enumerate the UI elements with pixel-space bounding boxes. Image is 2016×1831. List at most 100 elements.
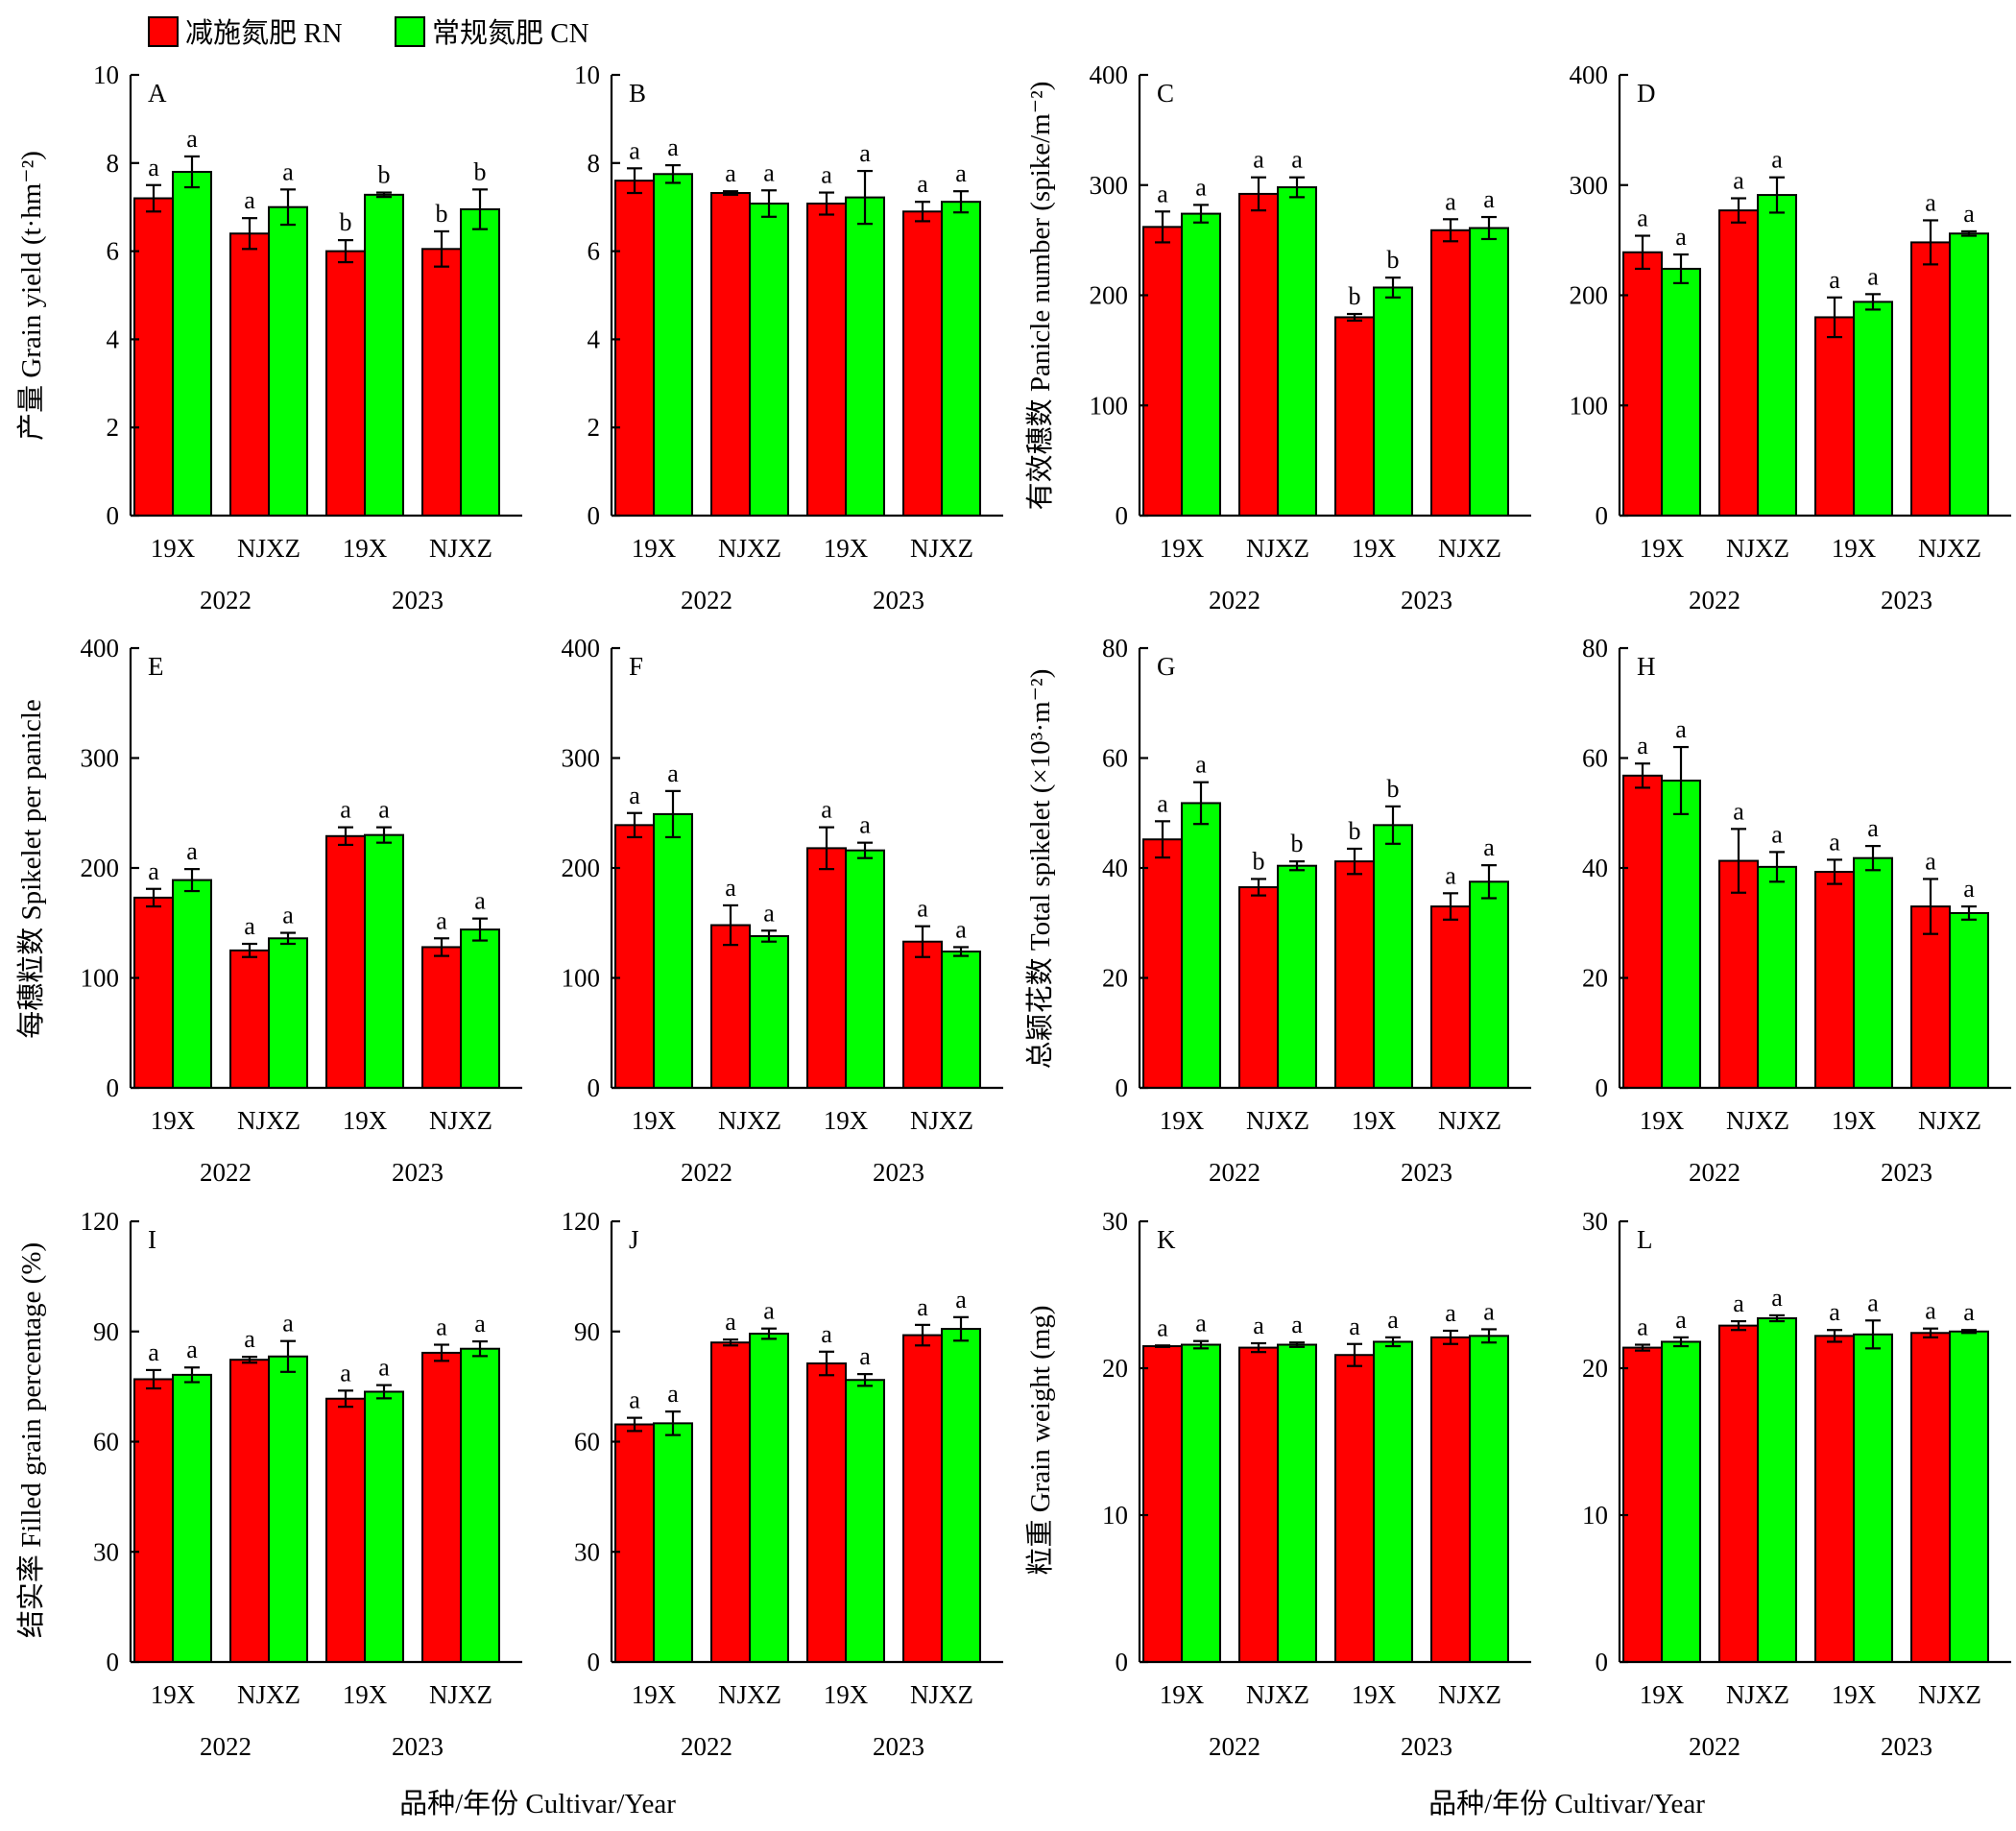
significance-letter-k-0-1: a: [1253, 1312, 1264, 1339]
y-tick-label-b-1: 2: [588, 413, 601, 442]
y-tick-label-c-3: 300: [1090, 171, 1129, 200]
x-tick-label-g-3: NJXZ: [1438, 1106, 1501, 1135]
bar-c-cn-0: [1181, 212, 1221, 518]
panel-letter-g: G: [1157, 652, 1176, 681]
x-tick-label-c-0: 19X: [1160, 534, 1205, 563]
year-label-e-1: 2023: [392, 1158, 444, 1187]
x-tick-label-e-2: 19X: [343, 1106, 388, 1135]
significance-letter-c-1-0: a: [1195, 173, 1207, 201]
significance-letter-f-1-1: a: [763, 899, 775, 927]
significance-letter-j-0-2: a: [821, 1320, 832, 1348]
significance-letter-k-1-1: a: [1291, 1311, 1303, 1338]
bar-e-cn-1: [268, 937, 308, 1090]
significance-letter-d-1-0: a: [1675, 223, 1687, 251]
y-tick-label-h-0: 0: [1596, 1073, 1609, 1102]
y-tick-label-j-4: 120: [562, 1207, 601, 1236]
year-label-k-1: 2023: [1401, 1732, 1452, 1761]
significance-letter-f-0-0: a: [629, 782, 640, 809]
year-label-c-1: 2023: [1401, 586, 1452, 614]
significance-letter-c-0-3: a: [1445, 187, 1456, 215]
y-tick-label-k-1: 10: [1102, 1501, 1128, 1530]
significance-letter-f-1-0: a: [667, 759, 679, 787]
y-tick-label-f-1: 100: [562, 964, 601, 993]
x-tick-label-i-0: 19X: [151, 1680, 196, 1709]
y-tick-label-b-5: 10: [574, 60, 600, 89]
significance-letter-d-0-2: a: [1829, 266, 1840, 294]
y-tick-label-e-0: 0: [107, 1073, 120, 1102]
significance-letter-g-1-1: b: [1291, 830, 1304, 857]
y-axis-title-spikelet-per-panicle: 每穗粒数 Spikelet per panicle: [15, 699, 47, 1039]
significance-letter-b-0-1: a: [725, 159, 736, 187]
y-tick-label-f-0: 0: [588, 1073, 601, 1102]
significance-letter-b-1-3: a: [955, 159, 967, 187]
year-label-j-0: 2022: [681, 1732, 732, 1761]
panel-letter-j: J: [629, 1225, 639, 1254]
year-label-d-1: 2023: [1881, 586, 1932, 614]
x-tick-label-h-2: 19X: [1832, 1106, 1877, 1135]
bar-b-cn-2: [845, 196, 885, 518]
legend: 减施氮肥 RN 常规氮肥 CN: [148, 16, 589, 49]
x-tick-label-j-2: 19X: [824, 1680, 869, 1709]
y-tick-label-a-5: 10: [93, 60, 119, 89]
year-label-l-0: 2022: [1689, 1732, 1740, 1761]
significance-letter-b-1-2: a: [859, 139, 871, 167]
bar-k-rn-0: [1142, 1345, 1183, 1664]
panel-letter-i: I: [148, 1225, 156, 1254]
year-label-c-0: 2022: [1209, 586, 1260, 614]
bar-g-cn-3: [1469, 880, 1509, 1089]
year-label-h-1: 2023: [1881, 1158, 1932, 1187]
bar-b-rn-3: [902, 210, 943, 517]
significance-letter-k-1-0: a: [1195, 1310, 1207, 1337]
bar-e-rn-3: [421, 946, 462, 1089]
significance-letter-g-0-2: b: [1349, 817, 1361, 845]
x-tick-label-a-0: 19X: [151, 534, 196, 563]
y-tick-label-j-0: 0: [588, 1648, 601, 1676]
significance-letter-b-0-2: a: [821, 161, 832, 189]
bar-f-cn-2: [845, 849, 885, 1089]
x-tick-label-j-3: NJXZ: [910, 1680, 973, 1709]
significance-letter-k-1-3: a: [1483, 1297, 1495, 1325]
significance-letter-a-1-1: a: [282, 157, 294, 185]
significance-letter-c-1-3: a: [1483, 185, 1495, 213]
bar-g-rn-0: [1142, 838, 1183, 1089]
y-tick-label-l-1: 10: [1582, 1501, 1608, 1530]
bar-g-rn-1: [1238, 886, 1279, 1089]
bar-i-cn-0: [172, 1373, 212, 1663]
bar-l-rn-1: [1718, 1324, 1759, 1663]
year-label-g-1: 2023: [1401, 1158, 1452, 1187]
y-tick-label-e-3: 300: [81, 744, 120, 773]
y-tick-label-f-4: 400: [562, 634, 601, 663]
y-tick-label-i-2: 60: [93, 1428, 119, 1457]
year-label-f-1: 2023: [873, 1158, 924, 1187]
bar-l-rn-0: [1622, 1346, 1663, 1663]
y-tick-label-b-0: 0: [588, 501, 601, 530]
year-label-b-0: 2022: [681, 586, 732, 614]
y-tick-label-a-2: 4: [107, 325, 120, 353]
significance-letter-b-0-3: a: [917, 170, 928, 198]
significance-letter-f-0-3: a: [917, 895, 928, 923]
x-tick-label-l-0: 19X: [1640, 1680, 1685, 1709]
bar-j-rn-3: [902, 1334, 943, 1663]
y-tick-label-d-1: 100: [1570, 391, 1609, 420]
y-tick-label-l-2: 20: [1582, 1354, 1608, 1383]
y-tick-label-a-0: 0: [107, 501, 120, 530]
bar-d-rn-1: [1718, 209, 1759, 518]
bar-d-cn-2: [1853, 301, 1893, 518]
bar-j-rn-0: [614, 1423, 655, 1663]
x-tick-label-j-0: 19X: [632, 1680, 677, 1709]
significance-letter-a-0-2: b: [340, 208, 352, 236]
bar-b-rn-2: [806, 203, 847, 517]
bar-l-rn-3: [1910, 1332, 1951, 1664]
bar-k-rn-3: [1430, 1336, 1471, 1663]
bar-c-rn-0: [1142, 226, 1183, 517]
y-axis-title-grain-weight: 粒重 Grain weight (mg): [1024, 1305, 1056, 1575]
y-tick-label-k-3: 30: [1102, 1207, 1128, 1236]
significance-letter-c-1-1: a: [1291, 146, 1303, 174]
significance-letter-k-0-3: a: [1445, 1299, 1456, 1327]
x-tick-label-e-0: 19X: [151, 1106, 196, 1135]
significance-letter-h-0-3: a: [1925, 847, 1936, 875]
bar-i-rn-1: [229, 1359, 270, 1663]
significance-letter-i-0-0: a: [148, 1338, 159, 1366]
y-tick-label-a-4: 8: [107, 149, 120, 178]
